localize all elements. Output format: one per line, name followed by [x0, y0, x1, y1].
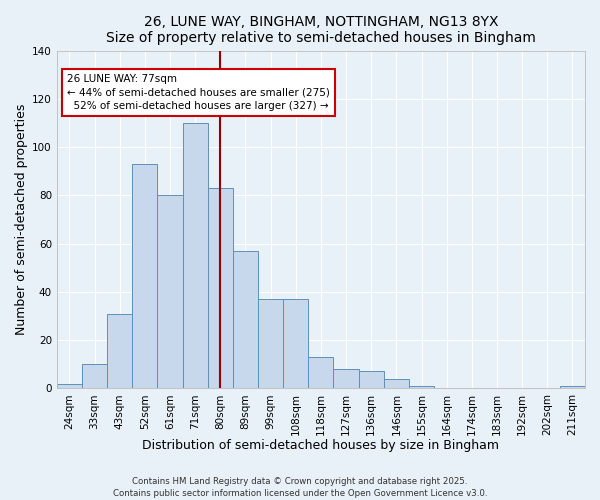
Bar [359, 372, 384, 388]
Bar [409, 386, 434, 388]
Bar [560, 386, 585, 388]
X-axis label: Distribution of semi-detached houses by size in Bingham: Distribution of semi-detached houses by … [142, 440, 499, 452]
Bar [384, 378, 409, 388]
Title: 26, LUNE WAY, BINGHAM, NOTTINGHAM, NG13 8YX
Size of property relative to semi-de: 26, LUNE WAY, BINGHAM, NOTTINGHAM, NG13 … [106, 15, 536, 45]
Bar [208, 188, 233, 388]
Text: 26 LUNE WAY: 77sqm
← 44% of semi-detached houses are smaller (275)
  52% of semi: 26 LUNE WAY: 77sqm ← 44% of semi-detache… [67, 74, 330, 110]
Bar [334, 369, 359, 388]
Bar [82, 364, 107, 388]
Y-axis label: Number of semi-detached properties: Number of semi-detached properties [15, 104, 28, 335]
Bar [258, 299, 283, 388]
Bar [132, 164, 157, 388]
Bar [308, 357, 334, 388]
Bar [182, 123, 208, 388]
Text: Contains HM Land Registry data © Crown copyright and database right 2025.
Contai: Contains HM Land Registry data © Crown c… [113, 476, 487, 498]
Bar [157, 196, 182, 388]
Bar [107, 314, 132, 388]
Bar [233, 251, 258, 388]
Bar [283, 299, 308, 388]
Bar [57, 384, 82, 388]
